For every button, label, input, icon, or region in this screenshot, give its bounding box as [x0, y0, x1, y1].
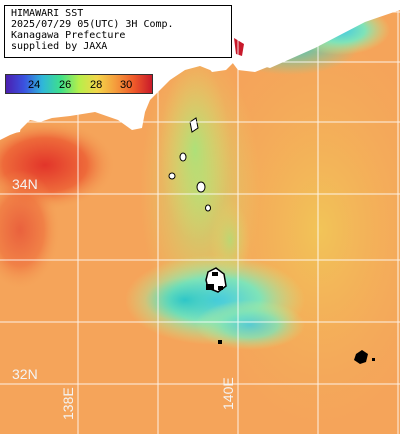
missing-hachijo-1 — [212, 272, 218, 276]
colorbar-tick-24: 24 — [28, 79, 41, 91]
island-niijima — [168, 172, 176, 180]
land-izu-west — [0, 116, 22, 136]
lon-label-138e: 138E — [60, 387, 76, 420]
title-line-2: 2025/07/29 05(UTC) 3H Comp. — [11, 19, 174, 30]
land-boso — [248, 0, 400, 68]
colorbar-tick-30: 30 — [120, 79, 133, 91]
lat-label-34n: 34N — [12, 176, 38, 192]
title-line-3: Kanagawa Prefecture — [11, 30, 126, 41]
hot-coast-spot — [234, 38, 244, 56]
lat-label-32n: 32N — [12, 366, 38, 382]
island-kozushima — [196, 181, 206, 193]
title-line-1: HIMAWARI SST — [11, 8, 84, 19]
missing-cluster-southeast — [354, 350, 368, 364]
color-scale-bar: 24 26 28 30 — [5, 74, 153, 94]
missing-pixel-2 — [372, 358, 375, 361]
missing-pixel-1 — [218, 340, 222, 344]
title-box: HIMAWARI SST 2025/07/29 05(UTC) 3H Comp.… — [4, 5, 232, 58]
title-line-4: supplied by JAXA — [11, 41, 108, 52]
island-miyake — [205, 204, 211, 212]
island-toshima — [179, 152, 187, 162]
colorbar-tick-26: 26 — [59, 79, 72, 91]
cool-plume-south — [195, 300, 305, 350]
green-band-north — [160, 60, 230, 240]
colorbar-tick-28: 28 — [90, 79, 103, 91]
missing-hachijo-3 — [218, 286, 223, 290]
lon-label-140e: 140E — [220, 377, 236, 410]
missing-hachijo-2 — [206, 284, 214, 290]
